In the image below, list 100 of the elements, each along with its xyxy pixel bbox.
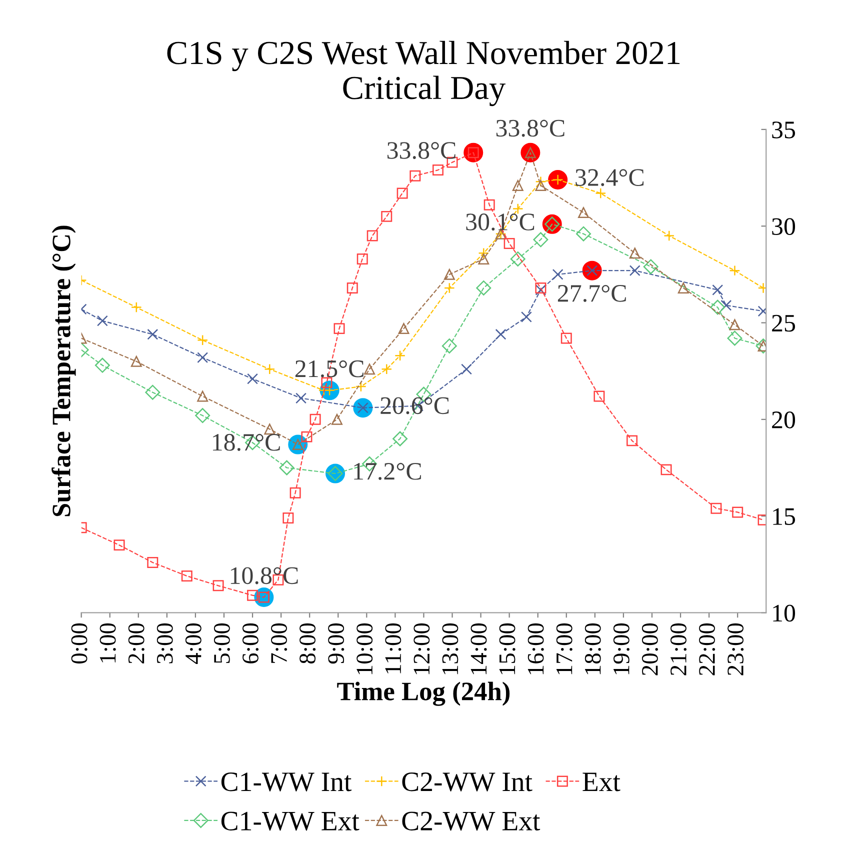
point: [197, 352, 208, 364]
y-tick-label: 15: [773, 508, 796, 525]
x-tick-label: 16:00: [528, 623, 544, 674]
point: [247, 373, 258, 384]
point: [520, 311, 532, 322]
annotation: 21.5°C: [295, 360, 364, 378]
point: [356, 253, 368, 264]
x-tick-label: 20:00: [642, 623, 658, 676]
point: [181, 570, 192, 582]
point: [394, 350, 406, 362]
point: [552, 268, 564, 280]
point: [410, 170, 421, 182]
point: [444, 268, 455, 280]
point: [355, 381, 366, 392]
point: [94, 358, 110, 373]
point: [664, 230, 675, 242]
x-tick-label: 22:00: [699, 623, 716, 676]
point: [512, 203, 524, 214]
point: [197, 334, 208, 346]
x-tick-label: 23:00: [728, 623, 744, 676]
x-tick-label: 5:00: [214, 623, 230, 664]
point: [310, 414, 321, 425]
x-tick-label: 6:00: [242, 623, 259, 664]
point: [678, 282, 689, 294]
y-tick-label: 10: [773, 604, 796, 622]
point: [535, 176, 546, 188]
point: [729, 265, 740, 276]
point: [96, 315, 108, 326]
x-tick-label: 3:00: [156, 623, 173, 664]
x-tick-label: 18:00: [584, 623, 601, 674]
annotation: 27.7°C: [558, 284, 626, 302]
point: [321, 377, 332, 388]
legend-label: C2-WW Int: [402, 772, 532, 792]
x-tick-label: 8:00: [300, 623, 316, 664]
y-tick-label: 20: [772, 411, 796, 428]
point: [594, 390, 605, 402]
annotation: 17.2°C: [354, 462, 421, 480]
point: [398, 323, 410, 334]
point: [432, 164, 444, 176]
point: [145, 384, 160, 400]
legend-label: Ext: [582, 772, 620, 792]
point: [247, 590, 258, 601]
y-tick-label: 25: [772, 314, 796, 332]
point: [331, 414, 342, 425]
y-tick-label: 35: [772, 122, 796, 138]
point: [710, 300, 726, 315]
annotation: 33.8°C: [496, 120, 564, 137]
point: [732, 506, 744, 518]
point: [346, 282, 358, 294]
chart-title: C1S y C2S West Wall November 2021 Critical Day: [167, 40, 680, 106]
x-tick-label: 15:00: [499, 623, 516, 674]
annotation: 33.8°C: [387, 142, 456, 160]
point: [478, 253, 490, 264]
point: [197, 390, 208, 402]
point: [147, 328, 158, 340]
point: [396, 188, 408, 199]
point: [576, 226, 592, 242]
legend-label: C2-WW Ext: [402, 812, 540, 831]
point: [626, 435, 638, 446]
x-tick-label: 9:00: [328, 623, 344, 664]
x-tick-label: 13:00: [442, 623, 458, 674]
point: [114, 540, 125, 551]
x-tick-label: 19:00: [613, 623, 630, 674]
point: [578, 207, 589, 218]
point: [444, 282, 455, 294]
point: [334, 323, 345, 334]
x-tick-label: 11:00: [385, 623, 402, 674]
point: [510, 251, 526, 266]
point: [381, 364, 392, 375]
point: [366, 230, 378, 242]
point: [504, 238, 515, 249]
point: [364, 364, 375, 375]
point: [296, 392, 307, 404]
point: [643, 259, 658, 274]
point: [282, 512, 294, 524]
x-tick-label: 2:00: [128, 623, 144, 664]
x-tick-label: 17:00: [556, 623, 572, 674]
legend-label: C1-WW Int: [221, 772, 352, 792]
point: [729, 319, 740, 330]
point: [130, 356, 142, 367]
point: [290, 487, 301, 498]
point: [476, 280, 492, 296]
point: [381, 210, 392, 222]
point: [212, 580, 224, 592]
point: [484, 199, 495, 210]
x-tick-label: 14:00: [470, 623, 487, 674]
point: [629, 265, 640, 276]
point: [535, 180, 546, 191]
x-tick-label: 1:00: [100, 623, 116, 662]
point: [478, 248, 490, 259]
point: [442, 338, 457, 354]
point: [495, 328, 506, 340]
legend-label: C1-WW Ext: [221, 812, 360, 831]
point: [512, 180, 524, 191]
y-tick-label: 30: [772, 218, 796, 236]
point: [301, 431, 312, 442]
x-tick-label: 0:00: [71, 623, 88, 664]
point: [130, 302, 142, 313]
annotation: 32.4°C: [576, 169, 644, 186]
x-tick-label: 12:00: [414, 623, 430, 674]
